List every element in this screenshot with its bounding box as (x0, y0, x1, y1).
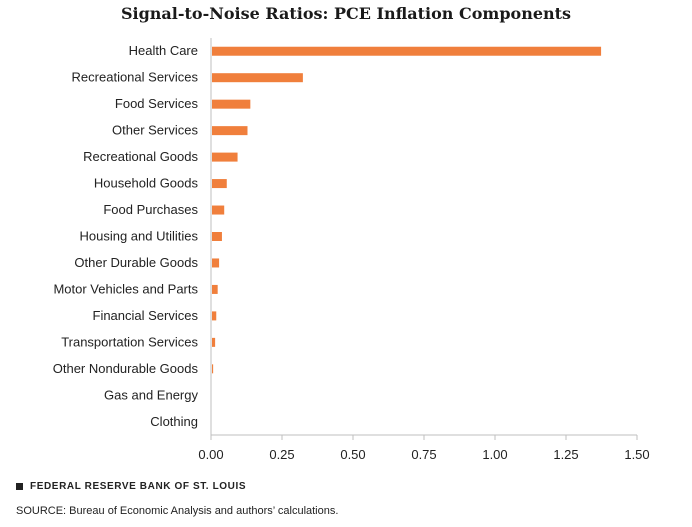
bar (212, 99, 251, 109)
bar (212, 179, 227, 189)
x-tick-label: 1.25 (553, 447, 578, 462)
category-label: Recreational Services (72, 70, 199, 85)
category-label: Other Services (112, 123, 198, 138)
category-label: Other Nondurable Goods (53, 361, 199, 376)
footer-brand-text: FEDERAL RESERVE BANK OF ST. LOUIS (30, 481, 247, 492)
category-label: Food Purchases (103, 202, 198, 217)
chart-title: Signal-to-Noise Ratios: PCE Inflation Co… (120, 4, 572, 23)
bar (212, 258, 220, 268)
bar (212, 46, 602, 56)
category-label: Household Goods (94, 176, 199, 191)
bar (212, 205, 225, 215)
x-tick-label: 1.50 (624, 447, 649, 462)
x-tick-label: 0.50 (340, 447, 365, 462)
brand-square-icon (16, 483, 23, 490)
category-label: Housing and Utilities (79, 229, 198, 244)
x-tick-label: 0.75 (411, 447, 436, 462)
x-tick-label: 0.25 (269, 447, 294, 462)
bar (212, 126, 248, 136)
category-label: Gas and Energy (104, 387, 198, 402)
category-label: Health Care (129, 43, 198, 58)
bar (212, 311, 217, 321)
bar (212, 232, 222, 241)
category-label: Food Services (115, 96, 199, 111)
category-label: Financial Services (93, 308, 199, 323)
category-label: Motor Vehicles and Parts (53, 281, 198, 296)
category-label: Clothing (150, 414, 198, 429)
category-label: Transportation Services (61, 334, 198, 349)
footer-brand: FEDERAL RESERVE BANK OF ST. LOUIS (16, 481, 246, 492)
bar (212, 284, 218, 294)
bar (212, 364, 214, 374)
x-tick-label: 0.00 (198, 447, 223, 462)
category-label: Other Durable Goods (74, 255, 198, 270)
category-label: Recreational Goods (83, 149, 198, 164)
bar-chart: Health Care Recreational Services Food Ser… (53, 38, 650, 462)
bar (212, 73, 303, 83)
source-note: SOURCE: Bureau of Economic Analysis and … (16, 505, 339, 517)
bar (212, 337, 216, 347)
bar (212, 152, 238, 162)
x-tick-label: 1.00 (482, 447, 507, 462)
